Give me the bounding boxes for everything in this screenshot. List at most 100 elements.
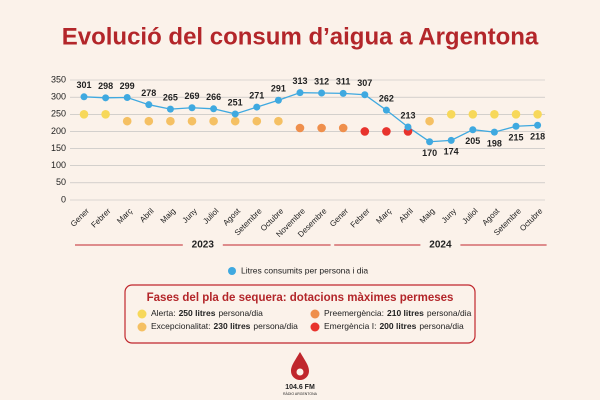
phase-dot <box>533 109 542 119</box>
point <box>102 94 110 102</box>
data-label: 301 <box>76 80 91 90</box>
data-label: 170 <box>422 148 437 158</box>
point <box>318 89 326 97</box>
phase-dot <box>338 123 348 133</box>
point <box>296 89 304 97</box>
phase-dot <box>511 109 521 119</box>
logo-tagline: RÀDIO ARGENTONA <box>283 392 318 396</box>
phase-marker <box>310 309 320 319</box>
data-label: 278 <box>141 88 156 98</box>
data-label: 213 <box>400 110 415 120</box>
phase-dot <box>144 116 154 126</box>
phase-dot <box>446 109 456 119</box>
data-label: 174 <box>444 147 459 157</box>
data-label: 271 <box>249 90 264 100</box>
point <box>210 105 218 113</box>
point <box>253 103 261 111</box>
point <box>339 89 347 97</box>
phase-dot <box>252 116 262 126</box>
phases-box <box>124 284 476 344</box>
phase-amount: 230 litres <box>214 321 251 331</box>
data-label: 251 <box>228 97 243 107</box>
y-tick-label: 0 <box>61 194 66 204</box>
point <box>166 105 174 113</box>
data-label: 262 <box>379 94 394 104</box>
data-label: 266 <box>206 92 221 102</box>
phase-dot <box>101 109 110 119</box>
phase-name: Emergència I: <box>324 321 376 331</box>
point <box>80 93 88 101</box>
phase-marker <box>137 322 147 332</box>
phase-dot <box>187 116 197 126</box>
point <box>534 121 542 129</box>
phase-unit: persona/dia <box>218 308 263 318</box>
phase-label: Preemergència: 210 litres persona/dia <box>324 308 472 318</box>
point <box>512 122 520 130</box>
point <box>361 91 369 99</box>
point <box>145 101 153 109</box>
year-label: 2023 <box>192 240 215 251</box>
phase-label: Excepcionalitat: 230 litres persona/dia <box>151 321 298 331</box>
point <box>274 96 282 104</box>
phase-marker <box>137 309 147 319</box>
phase-dot <box>209 116 218 126</box>
phase-unit: persona/dia <box>427 308 472 318</box>
y-tick-label: 50 <box>56 177 66 187</box>
y-tick-label: 300 <box>51 92 66 102</box>
y-tick-label: 100 <box>51 160 66 170</box>
point <box>231 110 239 118</box>
year-label: 2024 <box>429 240 452 251</box>
legend-marker <box>228 267 236 275</box>
phase-dot <box>360 127 370 136</box>
y-tick-label: 250 <box>51 109 66 119</box>
phase-dot <box>274 116 283 126</box>
line <box>83 92 538 143</box>
point <box>469 126 477 134</box>
phase-dot <box>122 116 132 126</box>
phase-dot <box>317 123 326 133</box>
phase-label: Emergència I: 200 litres persona/dia <box>324 321 464 331</box>
logo-icon <box>291 352 309 380</box>
phase-dot <box>382 127 391 136</box>
data-label: 198 <box>487 138 502 148</box>
phase-amount: 210 litres <box>387 308 424 318</box>
y-tick-label: 150 <box>51 143 66 153</box>
y-tick-label: 200 <box>51 126 66 136</box>
legend-label: Litres consumits per persona i dia <box>241 265 368 275</box>
data-label: 312 <box>314 76 329 86</box>
phase-unit: persona/dia <box>419 321 464 331</box>
phase-name: Alerta: <box>151 308 176 318</box>
data-label: 307 <box>357 78 372 88</box>
phase-dot <box>79 109 89 119</box>
data-label: 269 <box>184 91 199 101</box>
logo-name: 104.6 FM <box>285 384 315 391</box>
logo-icon-dot <box>296 368 304 376</box>
phase-label: Alerta: 250 litres persona/dia <box>151 308 263 318</box>
point <box>490 128 498 136</box>
chart-title: Evolució del consum d’aigua a Argentona <box>62 23 539 50</box>
y-tick-label: 350 <box>51 74 66 84</box>
phase-name: Excepcionalitat: <box>151 321 211 331</box>
data-label: 299 <box>120 81 135 91</box>
data-label: 311 <box>336 77 351 87</box>
phase-dot <box>490 109 499 119</box>
point <box>382 106 390 114</box>
phase-dot <box>295 123 305 133</box>
data-label: 291 <box>271 84 286 94</box>
data-label: 313 <box>292 76 307 86</box>
phase-amount: 250 litres <box>179 308 216 318</box>
data-label: 218 <box>530 132 545 142</box>
phase-amount: 200 litres <box>379 321 416 331</box>
phase-dot <box>468 109 478 119</box>
phase-dot <box>230 116 240 126</box>
phase-unit: persona/dia <box>253 321 298 331</box>
point <box>404 123 412 131</box>
data-label: 298 <box>98 81 113 91</box>
phases-title: Fases del pla de sequera: dotacions màxi… <box>147 292 454 304</box>
point <box>123 93 131 101</box>
phase-marker <box>310 322 320 332</box>
point <box>426 138 434 146</box>
phase-dot <box>166 116 175 126</box>
data-label: 215 <box>508 133 523 143</box>
